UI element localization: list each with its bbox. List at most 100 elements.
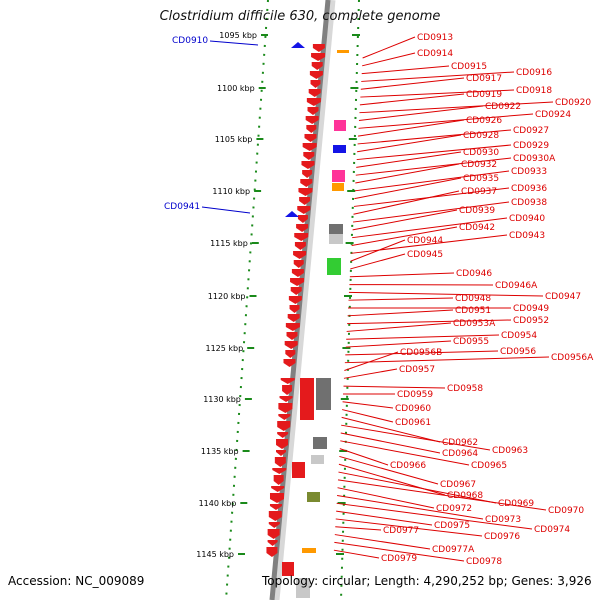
leader-line (351, 226, 458, 246)
gene-label: CD0976 (484, 532, 520, 542)
gene-label: CD0913 (417, 33, 453, 43)
gene-label: CD0944 (407, 236, 443, 246)
gene-arrow (311, 62, 323, 70)
leader-line (355, 157, 512, 176)
gene-label: CD0958 (447, 384, 483, 394)
leader-line (362, 36, 416, 59)
map-title: Clostridium difficile 630, complete geno… (159, 9, 441, 24)
leader-line (357, 119, 465, 137)
reverse-gene-marker (285, 211, 299, 217)
gene-arrow (299, 197, 311, 205)
leader-line (336, 510, 433, 526)
gene-label: CD0967 (440, 480, 476, 490)
gene-label: CD0916 (516, 68, 552, 78)
gene-label: CD0947 (545, 292, 581, 302)
gene-label: CD0956A (551, 353, 594, 363)
leader-line (201, 206, 251, 214)
gene-label: CD0948 (455, 294, 491, 304)
gene-arrow (277, 421, 291, 431)
gene-arrow (296, 224, 309, 232)
gene-arrow (289, 305, 300, 313)
gene-arrow (268, 522, 280, 528)
gene-label: CD0932 (461, 160, 497, 170)
leader-line (357, 129, 512, 145)
gene-arrow (307, 107, 319, 115)
feature-box (334, 120, 346, 131)
leader-line (344, 351, 399, 371)
ruler-label: 1130 kbp (203, 395, 241, 404)
leader-line (341, 416, 441, 443)
gene-arrow (298, 188, 313, 196)
gene-label: CD0940 (509, 214, 545, 224)
leader-line (361, 65, 450, 75)
ruler-label: 1140 kbp (199, 499, 237, 508)
gene-arrow (294, 242, 306, 250)
gene-arrow (301, 161, 315, 169)
leader-line (341, 424, 491, 451)
leader-line (346, 334, 500, 340)
scale-track-right (340, 0, 360, 600)
gene-label: CD0975 (434, 521, 470, 531)
gene-label: CD0920 (555, 98, 591, 108)
gene-arrow (290, 287, 302, 295)
gene-arrow (274, 457, 286, 467)
gene-arrow (303, 152, 315, 160)
leader-line (349, 272, 455, 278)
gene-arrow (306, 125, 317, 133)
feature-box (332, 183, 344, 191)
gene-arrow (300, 179, 313, 187)
leader-line (339, 455, 439, 485)
leader-line (354, 177, 462, 200)
gene-label: CD0961 (395, 418, 431, 428)
gene-arrow (309, 71, 323, 79)
leader-line (347, 309, 454, 317)
gene-arrow (293, 260, 304, 268)
leader-line (337, 479, 547, 511)
gene-arrow (277, 432, 289, 438)
accession-text: Accession: NC_009089 (8, 574, 145, 588)
gene-label: CD0960 (395, 404, 431, 414)
gene-label: CD0972 (436, 504, 472, 514)
gene-label: CD0973 (485, 515, 521, 525)
gene-arrow (268, 511, 282, 521)
leader-line (346, 322, 452, 332)
gene-label: CD0955 (453, 337, 489, 347)
gene-arrow (272, 468, 287, 474)
leader-line (341, 409, 394, 423)
feature-box (337, 50, 349, 53)
leader-line (356, 151, 462, 168)
gene-label: CD0963 (492, 446, 528, 456)
leader-line (350, 239, 406, 262)
gene-label: CD0977A (432, 545, 475, 555)
gene-label: CD0962 (442, 438, 478, 448)
leader-line (358, 105, 484, 121)
leader-line (352, 209, 458, 231)
leader-line (359, 101, 554, 114)
gene-label: CD0949 (513, 304, 549, 314)
leader-line (343, 385, 446, 389)
gene-label: CD0974 (534, 525, 570, 535)
gene-label: CD0957 (399, 365, 435, 375)
gene-label: CD0926 (466, 116, 502, 126)
leader-line (355, 163, 460, 184)
ruler-label: 1135 kbp (201, 447, 239, 456)
gene-arrow (267, 540, 278, 546)
gene-arrow (305, 116, 319, 124)
leader-line (352, 217, 508, 239)
leader-line (345, 340, 452, 348)
gene-label: CD0914 (417, 49, 453, 59)
label-leader-lines (201, 36, 554, 562)
ruler-label: 1110 kbp (212, 187, 250, 196)
gene-label: CD0979 (381, 554, 417, 564)
gene-label: CD0935 (463, 174, 499, 184)
gene-block (300, 378, 314, 420)
leader-line (336, 502, 533, 530)
leader-line (358, 113, 534, 129)
feature-box (332, 170, 345, 182)
leader-line (354, 170, 510, 192)
ruler-label: 1125 kbp (205, 344, 243, 353)
scale-track-left (225, 0, 269, 600)
gene-arrow (283, 359, 296, 367)
ruler-label: 1120 kbp (208, 292, 246, 301)
feature-box (302, 548, 316, 553)
